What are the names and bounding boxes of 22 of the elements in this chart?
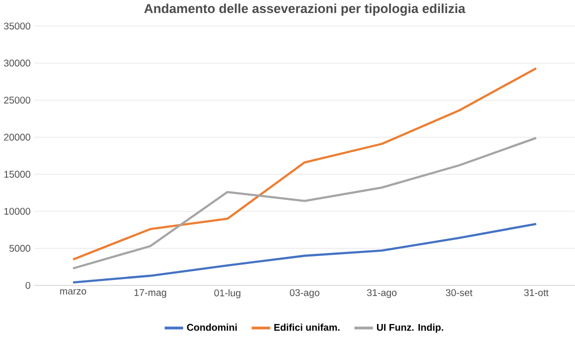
legend-label: Condomini	[187, 324, 237, 331]
line-series	[72, 137, 538, 270]
y-tick-label: 10000	[4, 208, 30, 215]
y-tick-label: 5000	[9, 245, 30, 252]
y-tick-label: 15000	[4, 170, 30, 178]
x-tick-label: 17-mag	[134, 289, 166, 298]
y-tick-label: 25000	[4, 96, 30, 104]
y-tick-label: 35000	[4, 22, 30, 30]
x-tick-label: 31-ott	[524, 289, 549, 296]
y-tick-label: 20000	[4, 134, 30, 141]
chart-title: Andamento delle asseverazioni per tipologia edilizia	[144, 4, 466, 16]
x-tick-label: 31-ago	[367, 289, 397, 298]
x-tick-label: marzo	[60, 289, 86, 295]
x-tick-label: 03-ago	[290, 289, 320, 298]
legend-label: Edifici unifam.	[274, 324, 340, 331]
line-series	[72, 67, 538, 261]
x-tick-label: 01-lug	[214, 289, 240, 298]
y-tick-label: 30000	[4, 60, 30, 67]
y-tick-label: 0	[26, 282, 30, 290]
legend-label: UI Funz. Indip.	[377, 324, 444, 333]
x-tick-label: 30-set	[446, 289, 472, 296]
line-series	[72, 222, 538, 284]
